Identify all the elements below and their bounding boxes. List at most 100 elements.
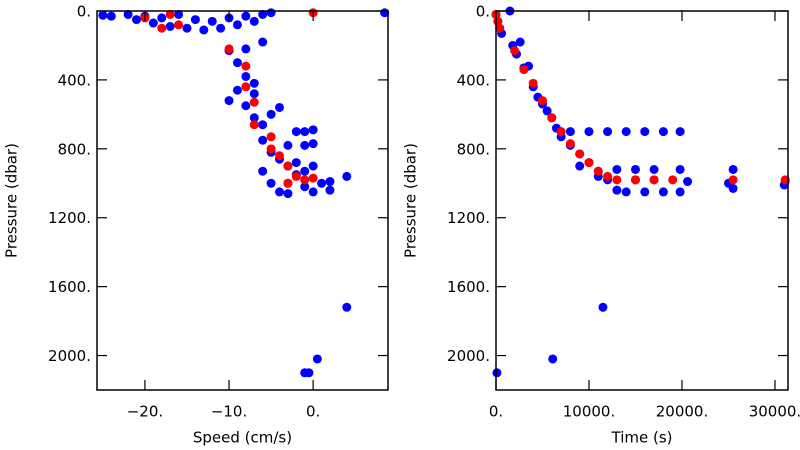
data-point (258, 135, 268, 145)
data-point (325, 177, 335, 187)
data-point (174, 20, 184, 30)
data-point (123, 9, 133, 19)
data-point (621, 187, 631, 197)
data-point (258, 166, 268, 176)
y-axis-label: Pressure (dbar) (402, 143, 420, 258)
data-point (683, 177, 693, 187)
data-point (232, 58, 242, 68)
data-point (325, 185, 335, 195)
data-point (224, 44, 234, 54)
y-axis-label: Pressure (dbar) (3, 143, 21, 258)
data-point (283, 178, 293, 188)
data-point (283, 140, 293, 150)
data-point (300, 182, 310, 192)
data-point (308, 161, 318, 171)
data-point (308, 139, 318, 149)
data-point (612, 185, 622, 195)
y-tick-label: 400. (58, 71, 91, 89)
data-point (308, 173, 318, 183)
data-point (542, 106, 552, 116)
data-point (258, 37, 268, 47)
data-point (668, 175, 678, 185)
data-point (232, 85, 242, 95)
data-point (165, 9, 175, 19)
data-point (241, 44, 251, 54)
data-point (598, 302, 608, 312)
data-point (291, 158, 301, 168)
plot-frame (495, 10, 789, 391)
y-tick-label: 1600. (48, 278, 91, 296)
data-point (258, 9, 268, 19)
data-point (675, 164, 685, 174)
data-point (565, 139, 575, 149)
data-point (182, 23, 192, 33)
data-point (249, 78, 259, 88)
data-point (275, 187, 285, 197)
data-point (556, 127, 566, 137)
x-tick-label: 0. (306, 403, 320, 421)
data-point (300, 175, 310, 185)
data-point (174, 9, 184, 19)
data-point (649, 175, 659, 185)
data-point (658, 187, 668, 197)
data-point (630, 175, 640, 185)
y-tick-label: 800. (457, 140, 490, 158)
y-tick-label: 2000. (447, 347, 490, 365)
data-point (575, 149, 585, 159)
data-point (548, 354, 558, 364)
data-point (621, 127, 631, 137)
data-point (98, 10, 108, 20)
data-point (342, 171, 352, 181)
plot-frame (96, 10, 389, 391)
data-point (258, 120, 268, 130)
data-point (300, 368, 310, 378)
data-point (249, 16, 259, 26)
data-point (728, 175, 738, 185)
data-point (283, 189, 293, 199)
data-point (593, 166, 603, 176)
data-point (675, 187, 685, 197)
x-tick-label: 0. (489, 403, 503, 421)
data-point (216, 23, 226, 33)
data-point (308, 125, 318, 135)
data-point (584, 158, 594, 168)
data-point (640, 127, 650, 137)
data-point (510, 46, 520, 56)
data-point (266, 109, 276, 119)
x-tick-label: 30000. (749, 403, 800, 421)
y-tick-label: 800. (58, 140, 91, 158)
data-point (190, 15, 200, 25)
data-point (565, 127, 575, 137)
data-point (207, 16, 217, 26)
data-point (630, 164, 640, 174)
data-point (249, 89, 259, 99)
data-point (317, 178, 327, 188)
data-point (266, 178, 276, 188)
data-point (519, 65, 529, 75)
data-point (495, 23, 505, 33)
x-tick-label: 20000. (656, 403, 709, 421)
x-axis-label: Time (s) (611, 429, 673, 447)
data-point (300, 166, 310, 176)
y-tick-label: 0. (476, 3, 490, 21)
y-tick-label: 1200. (447, 209, 490, 227)
data-point (537, 96, 547, 106)
y-tick-label: 2000. (48, 347, 91, 365)
data-point (603, 171, 613, 181)
data-point (241, 101, 251, 111)
y-tick-label: 0. (77, 3, 91, 21)
data-point (199, 25, 209, 35)
x-axis-label: Speed (cm/s) (193, 429, 292, 447)
data-point (275, 151, 285, 161)
data-point (612, 175, 622, 185)
data-point (241, 82, 251, 92)
data-point (658, 127, 668, 137)
data-point (132, 15, 142, 25)
data-point (266, 8, 276, 18)
data-point (157, 13, 167, 23)
data-point (291, 127, 301, 137)
data-point (312, 354, 322, 364)
x-tick-label: 10000. (563, 403, 616, 421)
data-point (291, 171, 301, 181)
data-point (266, 132, 276, 142)
